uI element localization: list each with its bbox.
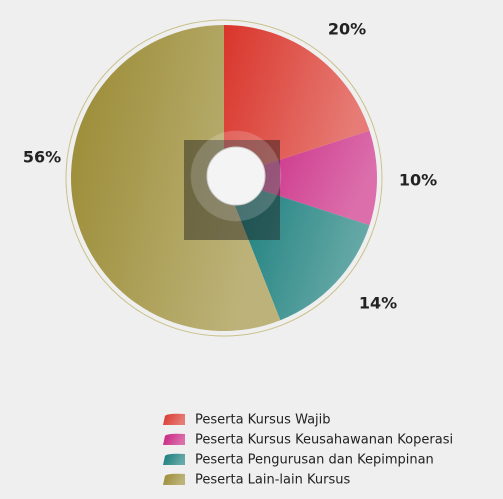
value-label: 20% xyxy=(328,20,366,39)
pie-slice xyxy=(71,25,281,331)
legend-label: Peserta Pengurusan dan Kepimpinan xyxy=(195,453,434,468)
legend-label: Peserta Kursus Keusahawanan Koperasi xyxy=(195,433,453,448)
legend-label: Peserta Lain-lain Kursus xyxy=(195,473,350,488)
outer-ring xyxy=(65,19,383,337)
legend-swatch xyxy=(163,433,185,445)
pie-slice xyxy=(224,130,378,226)
center-decoration xyxy=(184,130,282,240)
legend-swatch xyxy=(163,413,185,425)
legend-swatch xyxy=(163,453,185,465)
center-circle xyxy=(206,146,266,206)
value-label: 56% xyxy=(23,148,61,167)
legend-label: Peserta Kursus Wajib xyxy=(195,413,331,428)
value-label: 10% xyxy=(399,171,437,190)
pie-slice xyxy=(224,25,370,178)
value-label: 14% xyxy=(359,294,397,313)
legend-swatch xyxy=(163,473,185,485)
pie-slice xyxy=(224,178,370,321)
